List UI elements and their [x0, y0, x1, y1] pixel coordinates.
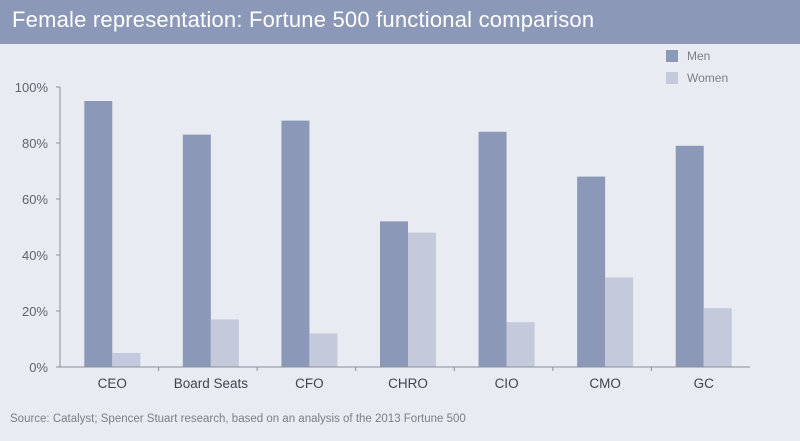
x-axis: CEO Board Seats CFO CHRO CIO CMO GC [60, 366, 750, 391]
y-tick-label: 20% [22, 304, 48, 319]
bar-men-board-seats [182, 134, 211, 367]
legend-label-men: Men [687, 49, 710, 63]
bar-group-cfo [281, 120, 338, 367]
bar-women-ceo [112, 353, 141, 367]
y-tick-label: 40% [22, 248, 48, 263]
y-axis: 0% 20% 40% 60% 80% 100% [15, 80, 61, 375]
x-category-label: Board Seats [174, 376, 249, 391]
y-tick-label: 80% [22, 136, 48, 151]
legend-swatch-men [666, 50, 678, 62]
bar-group-cmo [577, 176, 634, 367]
chart-title: Female representation: Fortune 500 funct… [12, 7, 595, 32]
y-tick-label: 100% [15, 80, 49, 95]
bar-group-gc [675, 145, 732, 367]
source-note: Source: Catalyst; Spencer Stuart researc… [10, 413, 466, 425]
bar-men-ceo [84, 101, 113, 367]
x-category-label: CMO [589, 376, 621, 391]
x-category-label: CIO [495, 376, 519, 391]
x-category-label: CHRO [388, 376, 428, 391]
bar-women-cmo [605, 277, 634, 367]
bar-women-board-seats [210, 319, 239, 367]
x-category-label: GC [694, 376, 715, 391]
bar-men-gc [675, 145, 704, 367]
y-tick-label: 0% [29, 360, 48, 375]
bar-group-ceo [84, 101, 141, 367]
bar-men-cio [478, 131, 507, 367]
bar-women-chro [408, 232, 436, 367]
x-category-label: CFO [295, 376, 324, 391]
chart-header: Female representation: Fortune 500 funct… [0, 0, 800, 44]
legend-label-women: Women [687, 71, 728, 85]
bar-women-cfo [309, 333, 338, 367]
bar-women-cio [506, 322, 535, 367]
bar-women-gc [703, 308, 732, 367]
bar-group-cio [478, 131, 535, 367]
legend-swatch-women [666, 72, 678, 84]
y-tick-label: 60% [22, 192, 48, 207]
legend: Men Women [666, 49, 728, 85]
bar-men-chro [380, 221, 408, 367]
bar-group-board-seats [182, 134, 239, 367]
bar-men-cmo [577, 176, 606, 367]
bars [84, 101, 732, 367]
bar-group-chro [380, 221, 436, 367]
bar-men-cfo [281, 120, 310, 367]
x-category-label: CEO [98, 376, 127, 391]
